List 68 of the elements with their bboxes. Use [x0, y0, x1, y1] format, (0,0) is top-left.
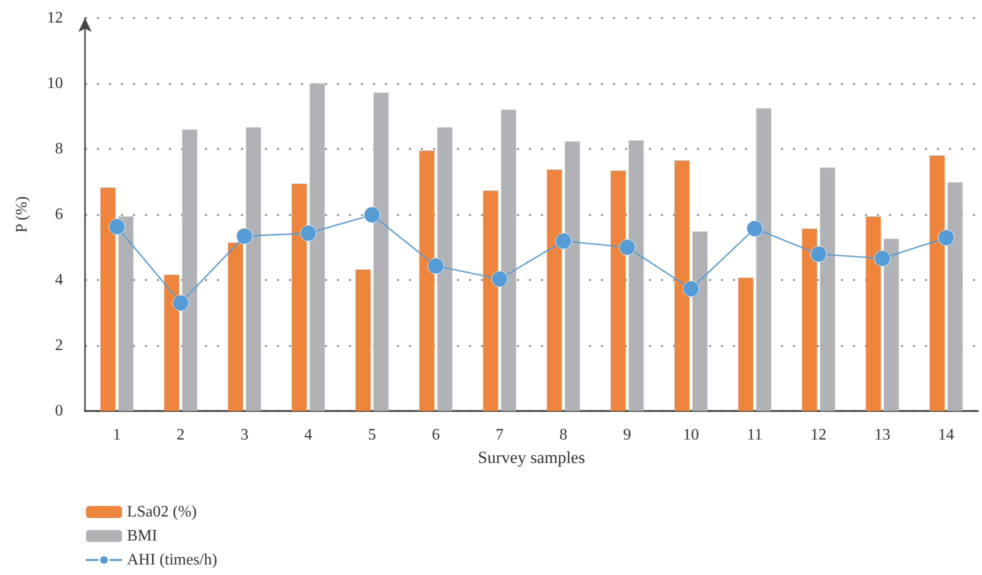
point	[236, 228, 253, 244]
bar	[356, 270, 371, 411]
bar	[948, 182, 963, 411]
bar	[628, 140, 644, 411]
x-tick-label: 7	[496, 426, 504, 444]
point	[682, 280, 700, 298]
y-axis-title: P (%)	[14, 196, 30, 233]
point	[874, 250, 891, 267]
legend-label: BMI	[127, 528, 158, 544]
bar	[674, 160, 690, 411]
point	[172, 294, 189, 312]
bar	[182, 130, 198, 411]
bar	[437, 127, 452, 411]
x-tick-label: 12	[810, 426, 827, 444]
point	[746, 220, 763, 237]
bar	[756, 108, 772, 411]
x-tick-label: 4	[304, 426, 312, 444]
bar	[100, 188, 116, 411]
point	[364, 206, 380, 224]
y-tick-label: 10	[47, 75, 63, 92]
y-tick-label: 6	[55, 206, 63, 223]
y-tick-label: 8	[55, 140, 63, 158]
point	[810, 246, 827, 262]
bar	[820, 168, 836, 411]
point	[938, 230, 954, 246]
point	[300, 224, 316, 242]
bar	[419, 150, 434, 411]
point	[428, 258, 444, 274]
point	[491, 270, 508, 288]
x-tick-label: 14	[938, 426, 954, 444]
bar	[246, 127, 261, 411]
legend-label: AHI (times/h)	[127, 552, 218, 568]
bar	[802, 228, 818, 411]
y-tick-label: 2	[55, 337, 63, 354]
x-tick-label: 5	[368, 426, 376, 444]
bar	[118, 216, 134, 411]
point	[618, 239, 636, 256]
bar	[164, 274, 180, 411]
bar	[374, 92, 389, 411]
bar	[866, 216, 881, 411]
legend-label: LSa02 (%)	[127, 504, 197, 520]
bar	[610, 170, 626, 411]
bar	[546, 170, 562, 411]
bar	[292, 184, 307, 411]
x-tick-label: 8	[559, 426, 568, 444]
x-tick-label: 2	[176, 426, 185, 444]
x-tick-label: 11	[747, 426, 762, 444]
x-tick-label: 3	[240, 426, 248, 444]
bar	[930, 156, 945, 411]
bar	[501, 110, 516, 411]
bar	[738, 278, 754, 411]
bar	[483, 190, 498, 411]
bar	[564, 141, 580, 411]
x-tick-label: 13	[874, 426, 890, 444]
bar	[884, 238, 899, 411]
point	[108, 218, 126, 235]
y-tick-label: 4	[55, 272, 63, 288]
bar	[310, 84, 325, 411]
x-tick-label: 1	[112, 426, 121, 444]
bar	[692, 232, 708, 411]
y-tick-label: 12	[47, 10, 63, 26]
x-tick-label: 6	[432, 426, 440, 444]
y-tick-label: 0	[55, 402, 63, 420]
point	[555, 232, 572, 250]
x-axis-title: Survey samples	[478, 448, 586, 467]
bar	[228, 242, 243, 411]
x-tick-label: 10	[682, 426, 699, 444]
x-tick-label: 9	[623, 426, 632, 444]
